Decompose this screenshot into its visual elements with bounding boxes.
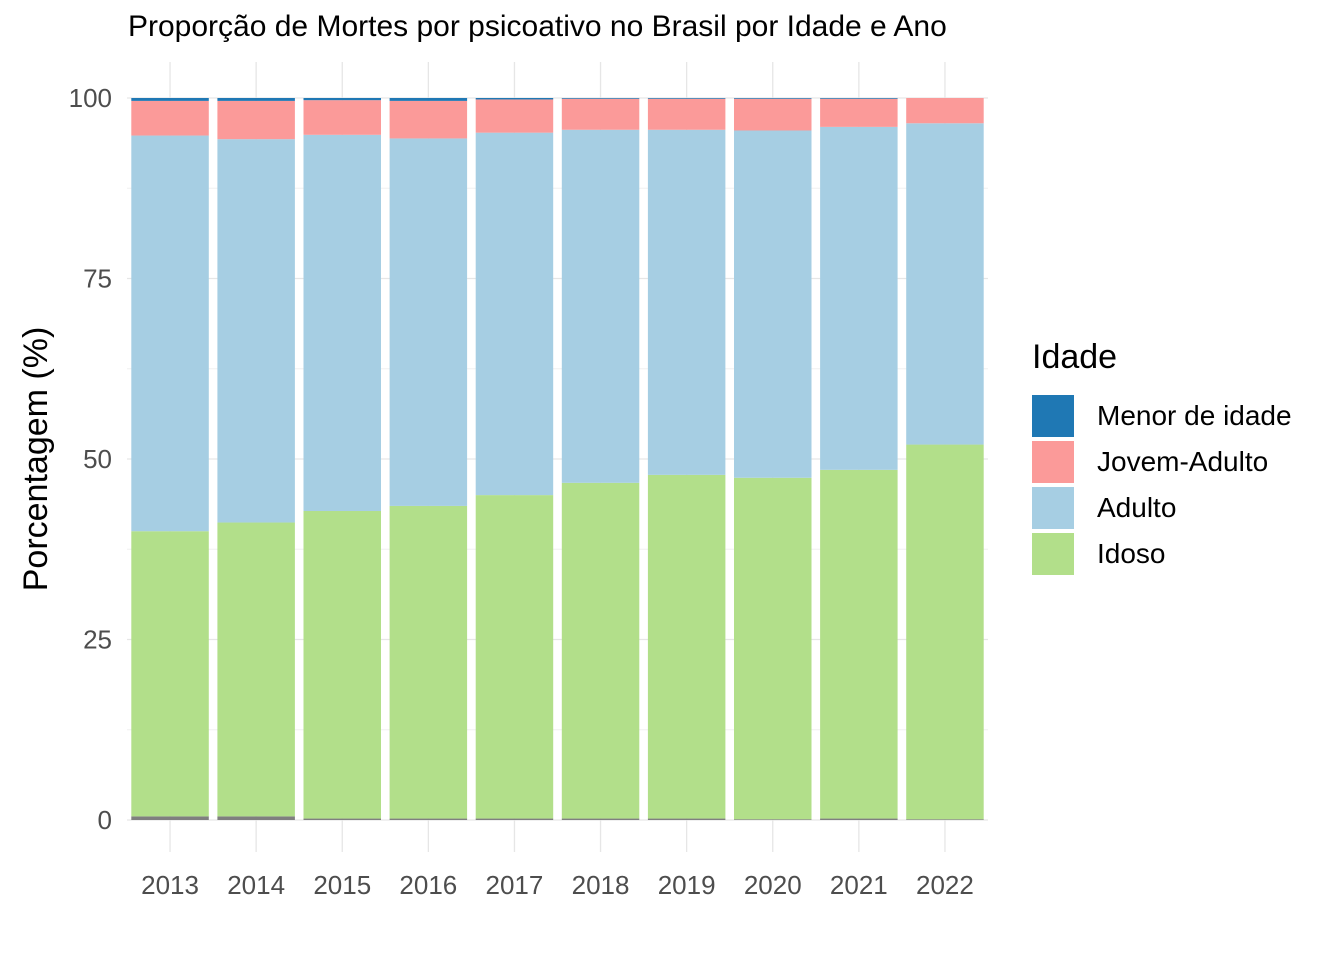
bar-segment-jovem-adulto-2020 bbox=[734, 98, 812, 131]
y-tick-label: 100 bbox=[69, 83, 112, 113]
bar-segment-menor-de-idade-2021 bbox=[820, 98, 898, 99]
x-tick-label: 2014 bbox=[227, 870, 285, 900]
bar-segment-na-2015 bbox=[303, 818, 381, 820]
bar-segment-jovem-adulto-2019 bbox=[647, 98, 726, 130]
chart-title: Proporção de Mortes por psicoativo no Br… bbox=[128, 10, 947, 43]
x-tick-label: 2021 bbox=[830, 870, 888, 900]
y-tick-label: 75 bbox=[83, 264, 112, 294]
legend-label: Idoso bbox=[1097, 538, 1166, 569]
bar-segment-adulto-2014 bbox=[217, 139, 295, 523]
bar-segment-jovem-adulto-2015 bbox=[303, 100, 381, 135]
bar-segment-idoso-2015 bbox=[303, 510, 381, 819]
y-tick-label: 25 bbox=[83, 625, 112, 655]
bar-segment-menor-de-idade-2014 bbox=[217, 98, 295, 101]
bar-segment-adulto-2019 bbox=[647, 129, 726, 475]
bar-segment-jovem-adulto-2013 bbox=[131, 100, 209, 136]
y-axis-ticks: 0 25 50 75 100 bbox=[69, 83, 112, 835]
x-tick-label: 2013 bbox=[141, 870, 199, 900]
bar-segment-menor-de-idade-2018 bbox=[561, 98, 640, 99]
legend-items: Menor de idade Jovem-Adulto Adulto Idoso bbox=[1032, 393, 1292, 577]
legend-key-swatch bbox=[1032, 395, 1074, 437]
bar-segment-menor-de-idade-2020 bbox=[734, 98, 812, 99]
bar-segment-na-2017 bbox=[475, 818, 554, 820]
x-tick-label: 2020 bbox=[744, 870, 802, 900]
x-tick-label: 2015 bbox=[313, 870, 371, 900]
bar-segment-idoso-2022 bbox=[906, 444, 984, 820]
legend-label: Jovem-Adulto bbox=[1097, 446, 1269, 477]
bar-segment-jovem-adulto-2021 bbox=[820, 98, 898, 127]
legend-item: Jovem-Adulto bbox=[1032, 439, 1292, 485]
bar-segment-na-2013 bbox=[131, 816, 209, 820]
legend: Idade Menor de idade Jovem-Adulto Adulto Id… bbox=[1032, 338, 1292, 577]
legend-label: Menor de idade bbox=[1097, 400, 1292, 431]
bar-segment-idoso-2018 bbox=[561, 482, 640, 819]
x-tick-label: 2017 bbox=[486, 870, 544, 900]
bar-segment-na-2020 bbox=[734, 819, 812, 820]
x-tick-label: 2018 bbox=[572, 870, 630, 900]
bar-segment-jovem-adulto-2016 bbox=[389, 100, 468, 139]
bar-segment-adulto-2020 bbox=[734, 130, 812, 478]
legend-key-swatch bbox=[1032, 487, 1074, 529]
legend-item: Menor de idade bbox=[1032, 393, 1292, 439]
bar-segment-jovem-adulto-2022 bbox=[906, 98, 984, 124]
bar-segment-na-2016 bbox=[389, 818, 468, 820]
x-tick-label: 2016 bbox=[399, 870, 457, 900]
bar-segment-jovem-adulto-2017 bbox=[475, 99, 554, 133]
bar-segment-adulto-2016 bbox=[389, 138, 468, 506]
x-axis-ticks: 2013 2014 2015 2016 2017 2018 2019 2020 2021 2022 bbox=[141, 870, 974, 900]
bar-segment-adulto-2017 bbox=[475, 132, 554, 496]
legend-key-swatch bbox=[1032, 533, 1074, 575]
bar-segment-adulto-2013 bbox=[131, 135, 209, 532]
bar-segment-jovem-adulto-2018 bbox=[561, 98, 640, 130]
legend-item: Idoso bbox=[1032, 531, 1292, 577]
legend-title: Idade bbox=[1032, 338, 1118, 376]
y-axis-title: Porcentagem (%) bbox=[17, 327, 55, 592]
bar-segment-na-2019 bbox=[647, 818, 726, 820]
legend-label: Adulto bbox=[1097, 492, 1177, 523]
y-tick-label: 50 bbox=[83, 444, 112, 474]
y-tick-label: 0 bbox=[98, 805, 112, 835]
bar-segment-idoso-2016 bbox=[389, 505, 468, 819]
bar-segment-idoso-2020 bbox=[734, 477, 812, 820]
bar-segment-adulto-2021 bbox=[820, 126, 898, 470]
bar-segment-na-2018 bbox=[561, 818, 640, 820]
bar-segment-na-2022 bbox=[906, 819, 984, 820]
legend-item: Adulto bbox=[1032, 485, 1292, 531]
bar-segment-adulto-2022 bbox=[906, 123, 984, 445]
bars bbox=[131, 98, 984, 820]
bar-segment-idoso-2013 bbox=[131, 531, 209, 817]
x-tick-label: 2019 bbox=[658, 870, 716, 900]
bar-segment-idoso-2021 bbox=[820, 469, 898, 819]
bar-segment-menor-de-idade-2016 bbox=[389, 98, 468, 101]
bar-segment-menor-de-idade-2019 bbox=[647, 98, 726, 99]
bar-segment-menor-de-idade-2013 bbox=[131, 98, 209, 101]
bar-segment-idoso-2019 bbox=[647, 474, 726, 819]
bar-segment-na-2014 bbox=[217, 816, 295, 820]
bar-segment-jovem-adulto-2014 bbox=[217, 100, 295, 140]
bar-segment-menor-de-idade-2017 bbox=[475, 98, 554, 100]
x-tick-label: 2022 bbox=[916, 870, 974, 900]
bar-segment-adulto-2018 bbox=[561, 129, 640, 483]
bar-segment-adulto-2015 bbox=[303, 134, 381, 511]
bar-segment-idoso-2014 bbox=[217, 522, 295, 817]
bar-segment-menor-de-idade-2015 bbox=[303, 98, 381, 101]
bar-segment-na-2021 bbox=[820, 818, 898, 820]
bar-segment-idoso-2017 bbox=[475, 495, 554, 819]
legend-key-swatch bbox=[1032, 441, 1074, 483]
